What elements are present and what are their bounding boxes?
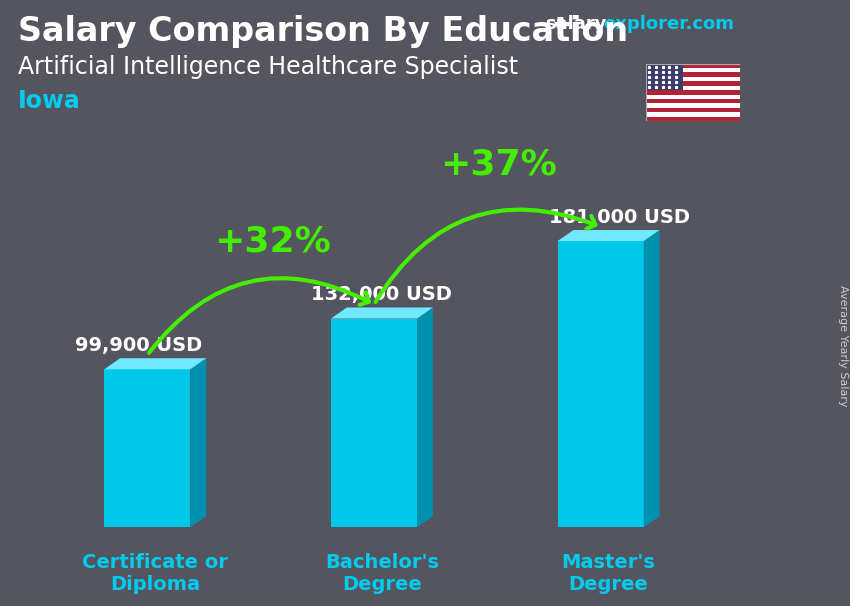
Bar — [646, 81, 740, 86]
Polygon shape — [105, 369, 190, 527]
Polygon shape — [331, 307, 433, 319]
Bar — [646, 95, 740, 99]
Text: Salary Comparison By Education: Salary Comparison By Education — [18, 15, 628, 48]
Bar — [646, 77, 740, 81]
Text: +32%: +32% — [213, 224, 331, 259]
Polygon shape — [105, 358, 207, 369]
Text: Artificial Intelligence Healthcare Specialist: Artificial Intelligence Healthcare Speci… — [18, 55, 518, 79]
Text: +37%: +37% — [440, 147, 557, 181]
Text: 99,900 USD: 99,900 USD — [75, 336, 202, 355]
Text: 181,000 USD: 181,000 USD — [548, 208, 689, 227]
Polygon shape — [417, 307, 433, 527]
Bar — [646, 112, 740, 117]
Text: Certificate or
Diploma: Certificate or Diploma — [82, 553, 228, 593]
Bar — [646, 86, 740, 90]
Polygon shape — [331, 516, 433, 527]
Text: explorer.com: explorer.com — [603, 15, 734, 33]
Bar — [646, 117, 740, 121]
Bar — [646, 104, 740, 108]
Text: salary: salary — [545, 15, 606, 33]
Bar — [646, 64, 740, 68]
Polygon shape — [190, 358, 207, 527]
Bar — [646, 64, 683, 90]
Polygon shape — [643, 230, 660, 527]
Text: 132,000 USD: 132,000 USD — [310, 285, 451, 304]
Text: Bachelor's
Degree: Bachelor's Degree — [325, 553, 439, 593]
Polygon shape — [105, 516, 207, 527]
Bar — [646, 68, 740, 73]
Bar — [646, 108, 740, 112]
Bar — [646, 90, 740, 95]
Text: Master's
Degree: Master's Degree — [562, 553, 655, 593]
Text: Iowa: Iowa — [18, 89, 81, 113]
Polygon shape — [558, 516, 660, 527]
Bar — [646, 99, 740, 104]
Polygon shape — [558, 230, 660, 241]
Polygon shape — [331, 319, 417, 527]
Bar — [646, 73, 740, 77]
Text: Average Yearly Salary: Average Yearly Salary — [838, 285, 848, 406]
Polygon shape — [558, 241, 643, 527]
